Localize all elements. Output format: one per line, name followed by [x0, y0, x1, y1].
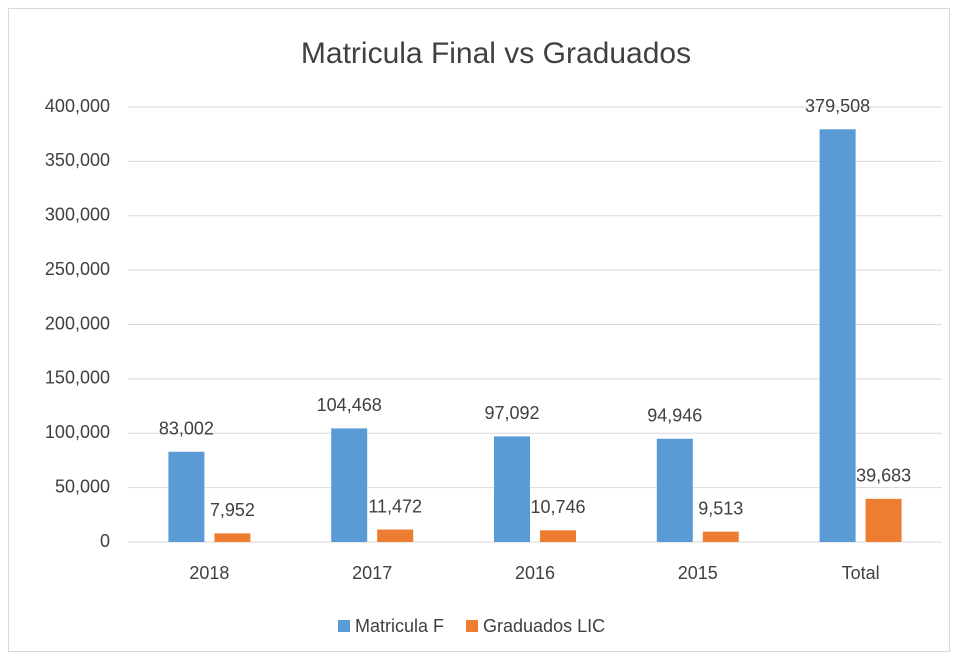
- bar: [865, 498, 902, 542]
- data-label: 10,746: [530, 497, 585, 517]
- y-tick-label: 400,000: [45, 96, 110, 116]
- data-label: 94,946: [647, 405, 702, 425]
- legend-label: Matricula F: [355, 616, 444, 636]
- data-label: 104,468: [317, 395, 382, 415]
- data-label: 7,952: [210, 500, 255, 520]
- bar: [494, 436, 530, 542]
- bar: [377, 529, 414, 542]
- chart-title: Matricula Final vs Graduados: [301, 37, 691, 70]
- y-tick-label: 50,000: [55, 476, 110, 496]
- x-tick-label: 2017: [352, 563, 392, 583]
- y-tick-label: 200,000: [45, 313, 110, 333]
- bar: [819, 129, 856, 543]
- x-tick-label: 2016: [515, 563, 555, 583]
- legend-label: Graduados LIC: [483, 616, 605, 636]
- bar: [214, 533, 251, 542]
- legend-swatch: [466, 620, 479, 632]
- bar: [331, 428, 368, 542]
- bar: [702, 531, 739, 542]
- y-tick-label: 300,000: [45, 205, 110, 225]
- data-label: 9,513: [698, 498, 743, 518]
- data-label: 83,002: [159, 418, 214, 438]
- x-tick-label: 2018: [189, 563, 229, 583]
- y-tick-label: 0: [100, 531, 110, 551]
- y-tick-label: 350,000: [45, 150, 110, 170]
- bar: [656, 438, 693, 542]
- data-label: 97,092: [484, 403, 539, 423]
- bar: [540, 530, 576, 542]
- x-tick-label: Total: [842, 563, 880, 583]
- y-tick-label: 250,000: [45, 259, 110, 279]
- data-label: 39,683: [856, 466, 911, 486]
- data-label: 379,508: [805, 96, 870, 116]
- chart-frame: [8, 8, 950, 652]
- data-label: 11,472: [368, 496, 422, 516]
- legend-swatch: [338, 620, 350, 632]
- x-tick-label: 2015: [678, 563, 718, 583]
- y-tick-label: 100,000: [45, 422, 110, 442]
- bar: [168, 451, 205, 542]
- y-tick-label: 150,000: [45, 368, 110, 388]
